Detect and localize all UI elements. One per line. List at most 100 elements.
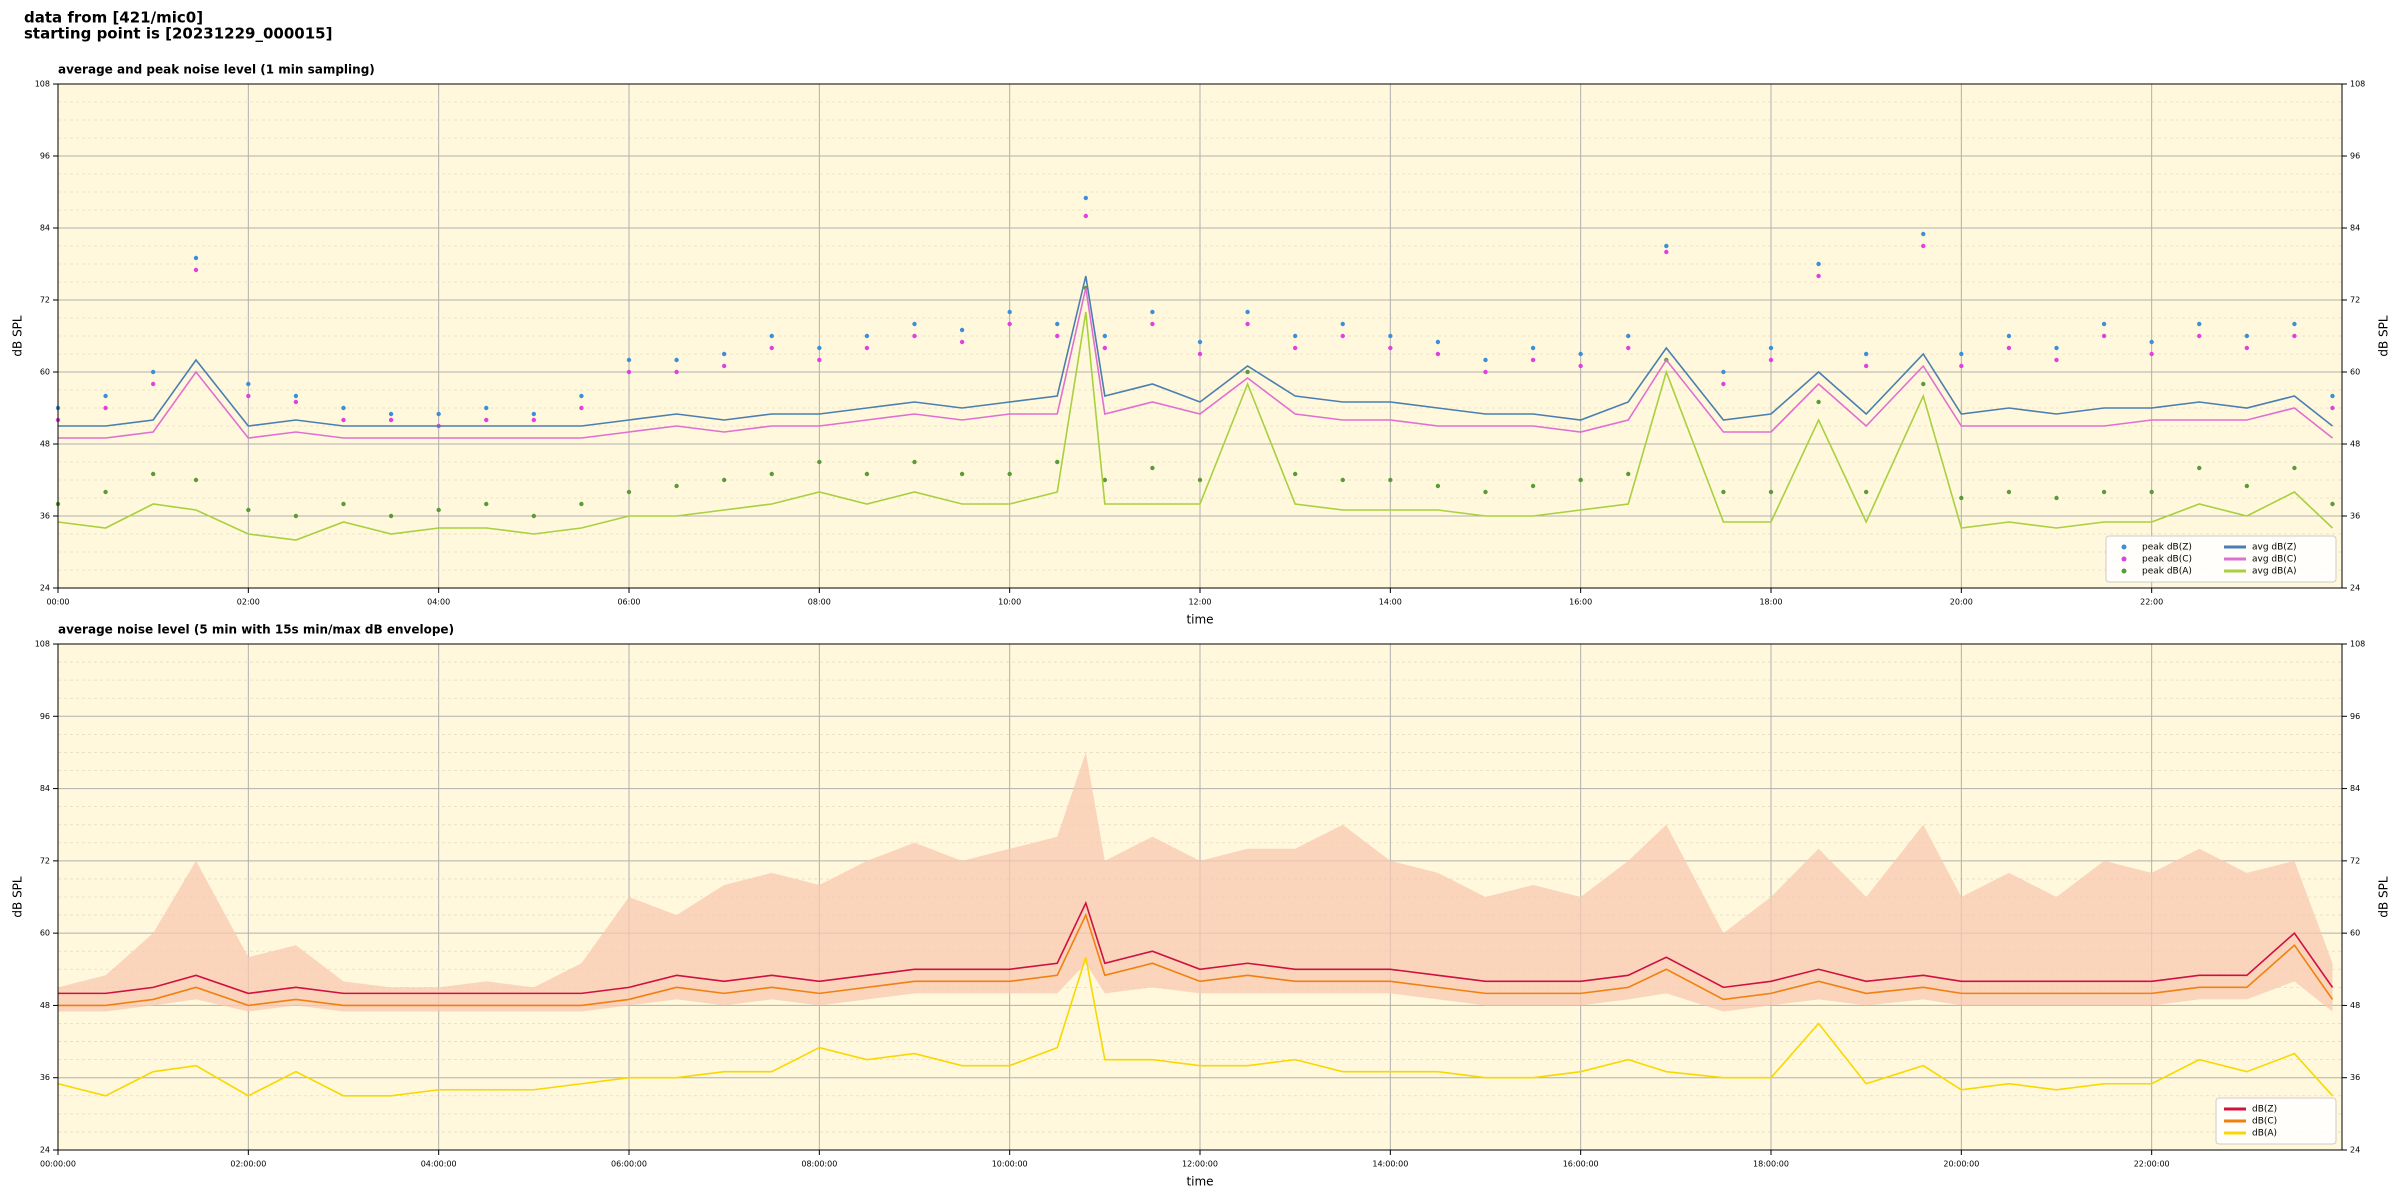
x-tick-label: 02:00 [237,598,260,607]
peak-point [674,357,679,363]
peak-point [959,471,965,477]
peak-point [2054,345,2059,351]
peak-point [721,477,727,483]
peak-point [1083,213,1089,219]
peak-point [1863,363,1869,369]
peak-point [1664,243,1669,249]
peak-point [2006,333,2012,339]
peak-point [1055,459,1060,465]
x-tick-label: 10:00:00 [992,1160,1028,1169]
peak-point [2006,345,2012,351]
peak-point [769,471,774,477]
peak-point [1721,369,1726,375]
peak-point [150,381,156,387]
y-axis-label: dB SPL [11,315,25,357]
peak-point [436,507,441,513]
y2-tick-label: 48 [2350,440,2360,449]
peak-point [1245,321,1250,327]
peak-point [1578,477,1583,483]
peak-point [1578,363,1583,369]
x-tick-label: 18:00:00 [1753,1160,1789,1169]
peak-point [1483,369,1488,375]
peak-point [388,513,394,519]
peak-point [531,411,537,417]
peak-point [1388,477,1393,483]
peak-point [293,513,299,519]
legend-box [2105,535,2337,583]
peak-point [721,363,727,369]
peak-point [721,351,727,357]
peak-point [626,357,632,363]
y2-axis-label: dB SPL [2377,315,2391,357]
x-tick-label: 14:00:00 [1372,1160,1408,1169]
peak-point [2101,321,2107,327]
peak-point [1530,483,1536,489]
peak-point [2197,321,2202,327]
peak-point [1102,345,1108,351]
y2-tick-label: 36 [2350,1073,2360,1082]
peak-point [1435,351,1441,357]
peak-point [817,459,822,465]
header-line: data from [421/mic0] [24,9,203,27]
series-line [57,311,2334,541]
peak-point [103,393,108,399]
peak-point [1083,195,1089,201]
y-tick-label: 72 [40,856,50,865]
y-tick-label: 60 [40,929,50,938]
peak-point [1483,357,1488,363]
y2-tick-label: 96 [2350,712,2360,721]
series-line [58,275,2333,427]
legend-label: avg dB(C) [2252,555,2297,565]
peak-point [2330,501,2335,507]
y2-tick-label: 60 [2350,929,2360,938]
peak-point [1921,381,1926,387]
series-line [57,956,2334,1097]
peak-point [1921,243,1926,249]
peak-point [2330,393,2335,399]
y-tick-label: 72 [40,296,50,305]
peak-point [769,345,774,351]
peak-point [1245,309,1250,315]
y2-tick-label: 24 [2350,584,2360,593]
peak-point [293,393,299,399]
peak-point [626,489,632,495]
peak-point [2197,465,2202,471]
y2-tick-label: 72 [2350,296,2360,305]
peak-point [2006,489,2012,495]
y-tick-label: 36 [40,512,50,521]
y2-tick-label: 96 [2350,152,2360,161]
peak-point [1959,351,1964,357]
y-tick-label: 84 [40,224,50,233]
peak-point [1721,489,1726,495]
peak-point [1435,339,1441,345]
legend-label: dB(C) [2252,1117,2277,1127]
legend: peak dB(Z) peak dB(C) peak dB(A) avg dB(Z) a… [2105,535,2337,583]
y-tick-label: 48 [40,440,50,449]
y-tick-label: 108 [35,80,50,89]
peak-point [388,417,394,423]
peak-point [864,345,870,351]
x-tick-label: 12:00:00 [1182,1160,1218,1169]
peak-point [1959,495,1964,501]
peak-point [1197,477,1203,483]
peak-point [1388,345,1393,351]
peak-point [1245,369,1250,375]
peak-point [1150,321,1155,327]
peak-point [150,369,156,375]
peak-point [150,471,156,477]
peak-point [1664,249,1669,255]
chart-title: average noise level (5 min with 15s min/… [58,623,454,637]
peak-point [1626,471,1631,477]
peak-point [1768,357,1774,363]
peak-point [1292,333,1298,339]
y2-tick-label: 108 [2350,640,2365,649]
y-tick-label: 36 [40,1073,50,1082]
legend-label: peak dB(C) [2142,555,2192,565]
x-tick-label: 08:00:00 [801,1160,837,1169]
series-line [58,900,2334,995]
y2-axis-label: dB SPL [2377,876,2391,918]
x-axis-label: time [1186,1175,1213,1189]
x-tick-label: 04:00 [427,598,450,607]
peak-point [2149,339,2154,345]
